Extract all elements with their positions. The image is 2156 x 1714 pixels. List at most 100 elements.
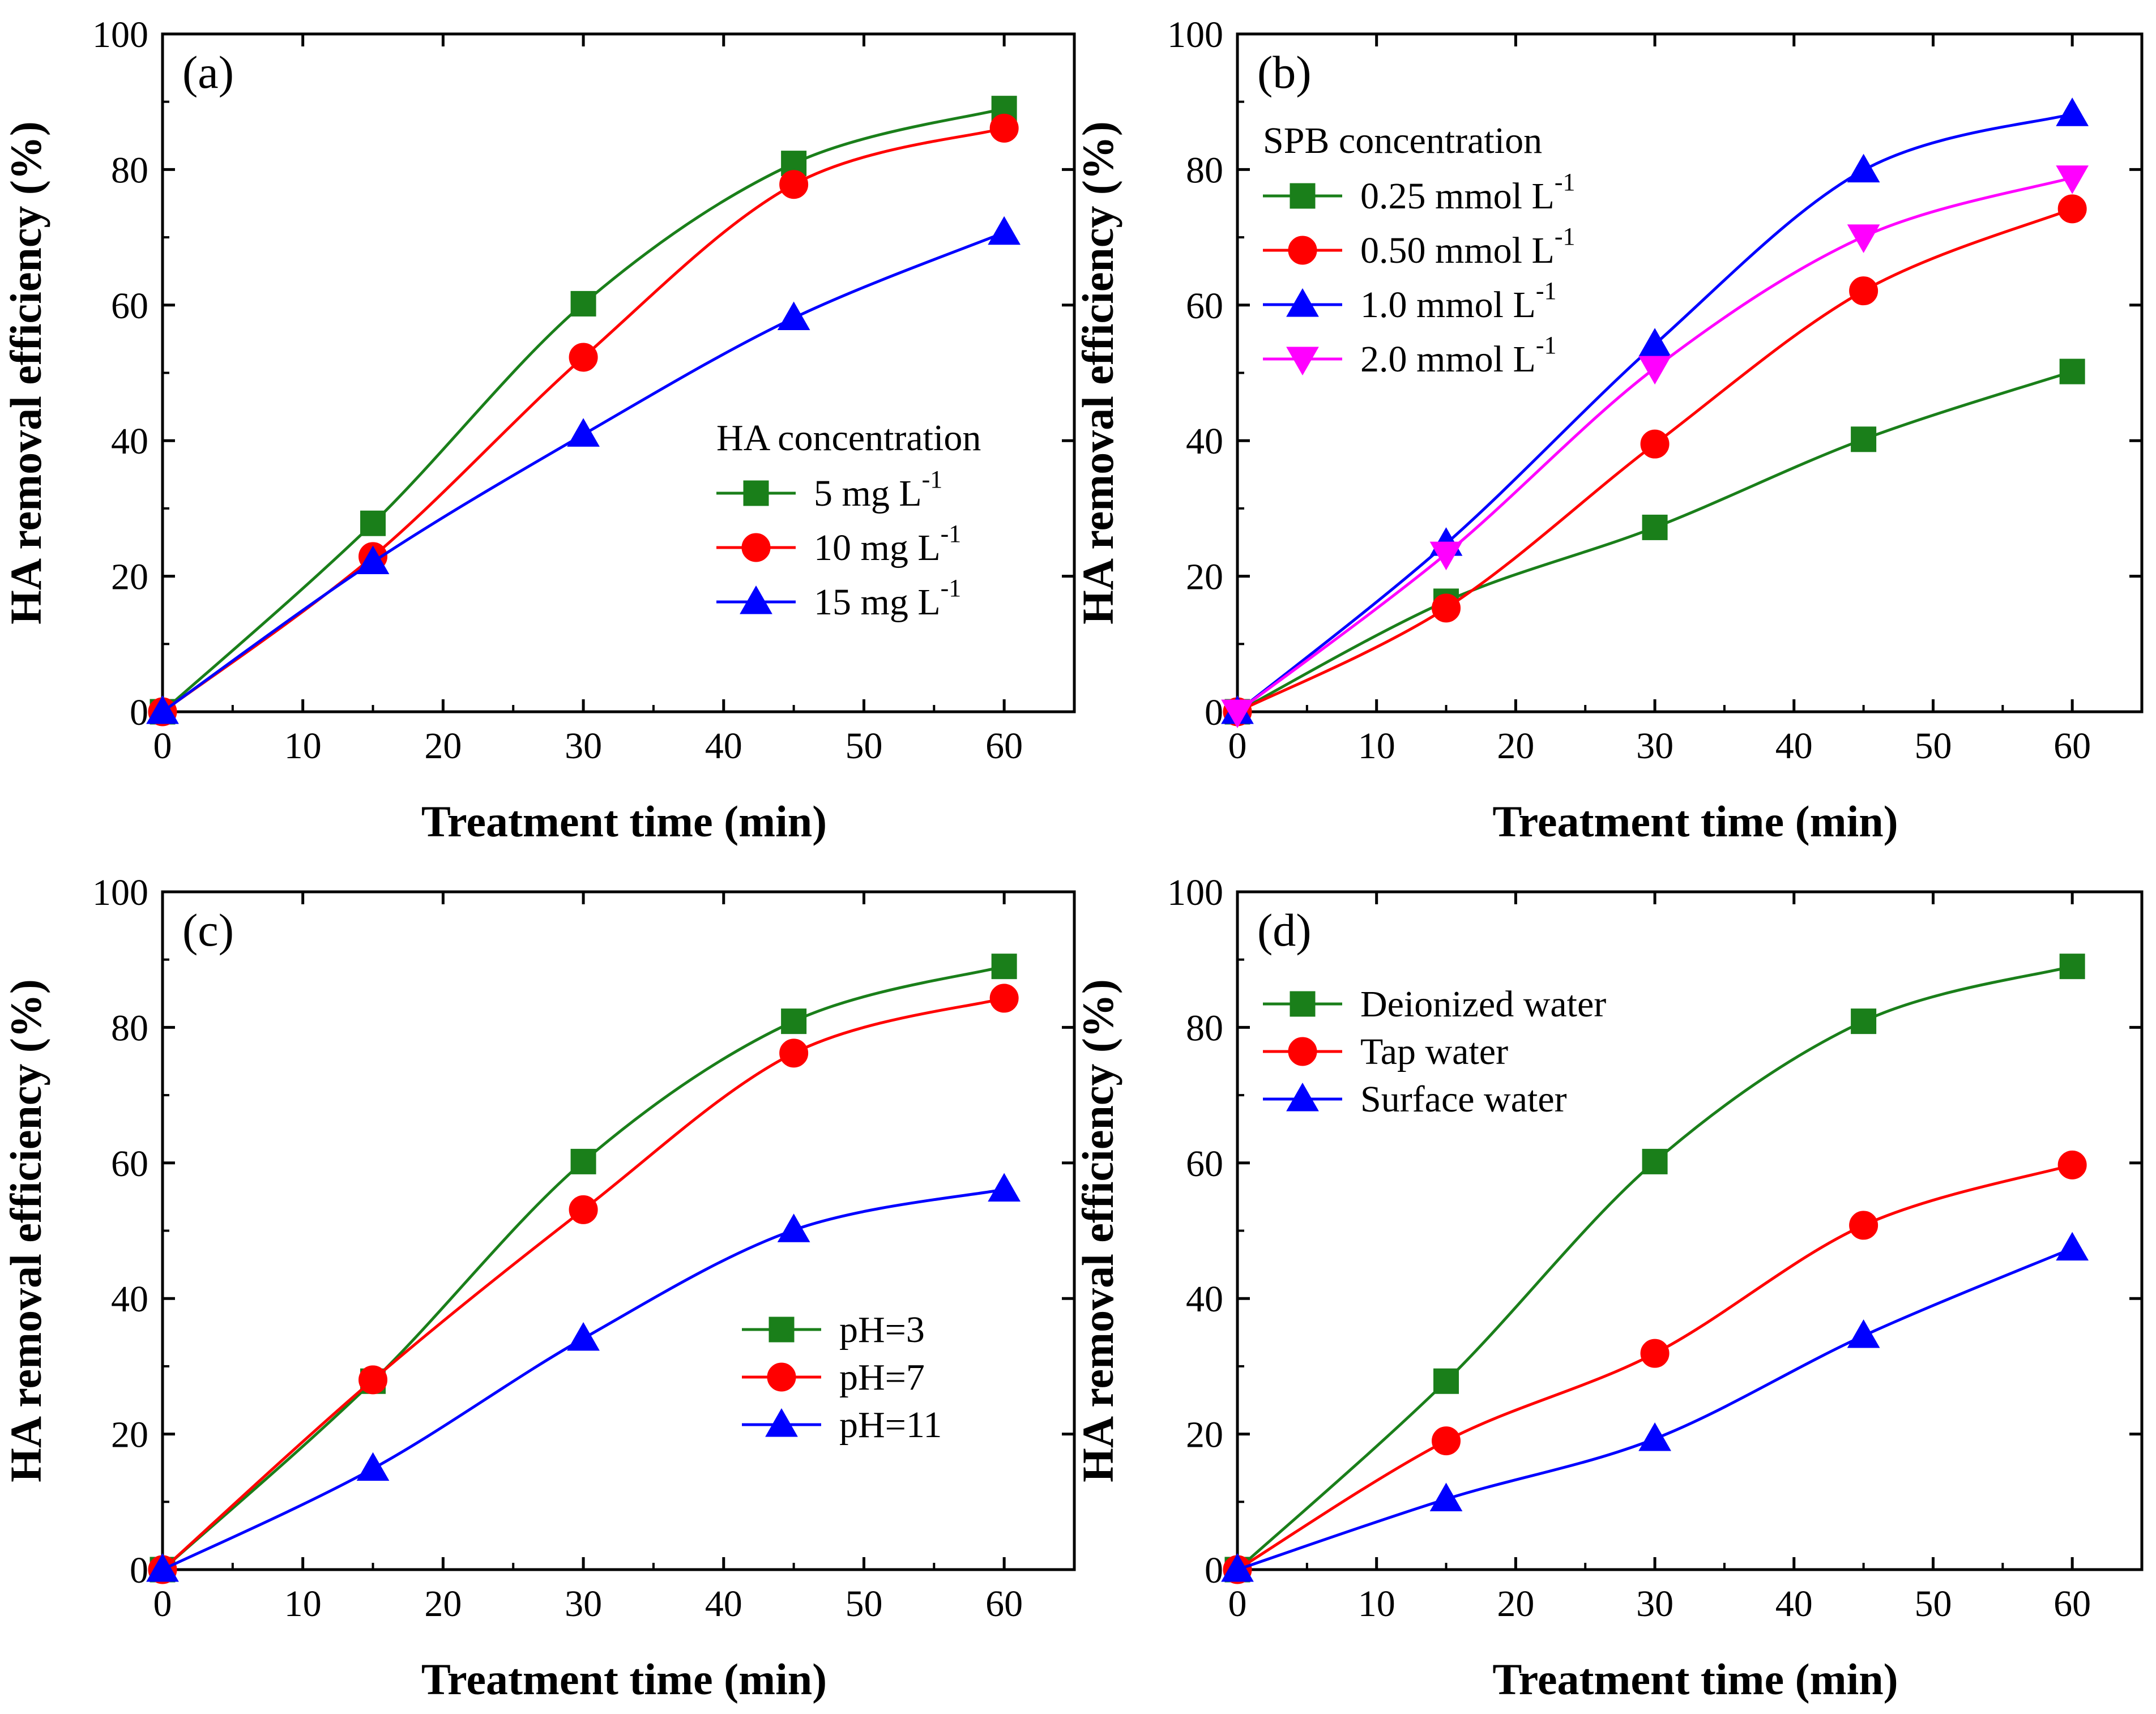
data-point	[1640, 429, 1670, 459]
data-point	[1847, 224, 1880, 253]
x-tick-label: 40	[1775, 725, 1813, 767]
data-point	[1851, 1008, 1877, 1035]
x-tick-label: 10	[284, 725, 322, 767]
x-tick-label: 30	[1636, 725, 1673, 767]
legend-label: pH=3	[839, 1309, 925, 1350]
data-point	[777, 301, 810, 331]
y-tick-label: 20	[1186, 557, 1223, 598]
data-point	[1638, 1422, 1671, 1451]
panel-label: (a)	[182, 46, 234, 98]
x-tick-label: 40	[1775, 1583, 1813, 1625]
legend-label: 2.0 mmol L-1	[1360, 331, 1556, 380]
data-point	[988, 216, 1021, 245]
data-point	[360, 510, 386, 536]
data-point	[567, 418, 600, 447]
data-point	[358, 1365, 388, 1395]
series-line	[161, 997, 1005, 1571]
legend-title: SPB concentration	[1263, 120, 1542, 161]
legend-marker	[1290, 991, 1316, 1017]
legend-superscript: -1	[1555, 223, 1576, 250]
x-tick-label: 0	[1228, 725, 1247, 767]
legend-superscript: -1	[922, 465, 943, 493]
y-axis-label: HA removal efficiency (%)	[1073, 121, 1122, 625]
y-tick-label: 100	[92, 14, 148, 55]
legend-marker	[765, 1408, 798, 1437]
data-point	[1432, 1426, 1461, 1456]
legend-label: 0.25 mmol L-1	[1360, 168, 1575, 217]
x-tick-label: 0	[1228, 1583, 1247, 1625]
x-axis-label: Treatment time (min)	[421, 797, 827, 846]
data-point	[146, 695, 179, 724]
series-line	[161, 107, 1005, 713]
data-point	[779, 170, 809, 199]
legend-marker	[1286, 288, 1319, 317]
x-tick-label: 60	[2053, 725, 2091, 767]
data-point	[989, 113, 1019, 143]
y-tick-label: 80	[1186, 149, 1223, 191]
panel-label: (d)	[1257, 904, 1312, 956]
x-tick-label: 30	[565, 1583, 602, 1625]
data-point	[1432, 593, 1461, 623]
legend-label: 10 mg L-1	[814, 520, 961, 569]
legend-superscript: -1	[1536, 331, 1557, 359]
legend-label: Surface water	[1360, 1079, 1567, 1120]
y-tick-label: 40	[1186, 421, 1223, 462]
legend-marker	[1286, 347, 1319, 376]
chart-panel-c: 0 10 20 30 40 50 60 0 20 40 60 80 100 Treatment time …	[1, 872, 1076, 1704]
legend-label: Tap water	[1360, 1031, 1508, 1072]
legend-marker	[1288, 1037, 1317, 1066]
x-axis-label: Treatment time (min)	[421, 1655, 827, 1704]
data-point	[2059, 954, 2085, 980]
data-point	[1849, 1211, 1879, 1240]
legend: SPB concentration 0.25 mmol L-1 0.50 mmol …	[1263, 120, 1575, 380]
legend-superscript: -1	[941, 574, 962, 602]
data-point	[1849, 276, 1879, 306]
x-tick-label: 40	[705, 1583, 742, 1625]
data-point	[356, 545, 390, 574]
y-tick-label: 100	[1167, 14, 1223, 55]
x-tick-label: 0	[153, 725, 172, 767]
y-tick-label: 60	[1186, 285, 1223, 327]
data-point	[569, 343, 598, 372]
y-tick-label: 40	[111, 1279, 148, 1320]
x-tick-label: 50	[1914, 725, 1952, 767]
y-tick-label: 40	[1186, 1279, 1223, 1320]
data-point	[356, 1452, 390, 1481]
legend-label: Deionized water	[1360, 984, 1606, 1025]
data-point	[1847, 1319, 1880, 1348]
series-line	[1237, 1247, 2073, 1571]
y-tick-label: 20	[111, 1414, 148, 1456]
data-point	[777, 1213, 810, 1242]
y-tick-label: 40	[111, 421, 148, 462]
data-point	[779, 1038, 809, 1068]
panel-label: (b)	[1257, 46, 1312, 98]
legend-superscript: -1	[941, 520, 962, 548]
legend-marker	[769, 1317, 795, 1343]
data-point	[1429, 541, 1463, 571]
y-tick-label: 80	[111, 1007, 148, 1049]
data-point	[781, 1008, 807, 1035]
data-point	[2059, 358, 2085, 384]
y-tick-label: 0	[130, 1550, 148, 1591]
legend: HA concentration 5 mg L-1 10 mg L-1 15 mg L…	[716, 417, 981, 623]
legend-superscript: -1	[1555, 168, 1576, 196]
data-point	[570, 290, 596, 317]
y-tick-label: 0	[1205, 1550, 1223, 1591]
legend-marker	[740, 585, 772, 614]
chart-panel-d: 0 10 20 30 40 50 60 0 20 40 60 80 100 Treatment time …	[1073, 872, 2144, 1704]
x-tick-label: 60	[985, 1583, 1023, 1625]
y-tick-label: 60	[111, 285, 148, 327]
series-line	[1236, 965, 2073, 1571]
x-tick-label: 50	[845, 1583, 882, 1625]
legend-label: pH=7	[839, 1357, 925, 1398]
y-axis-label: HA removal efficiency (%)	[1, 979, 50, 1482]
series-line	[161, 965, 1005, 1571]
x-tick-label: 20	[1497, 725, 1534, 767]
legend-label: 1.0 mmol L-1	[1360, 277, 1556, 326]
data-point	[2056, 165, 2089, 194]
y-axis-label: HA removal efficiency (%)	[1073, 979, 1122, 1482]
data-point	[146, 1553, 179, 1582]
data-point	[569, 1195, 598, 1224]
y-tick-label: 20	[111, 557, 148, 598]
